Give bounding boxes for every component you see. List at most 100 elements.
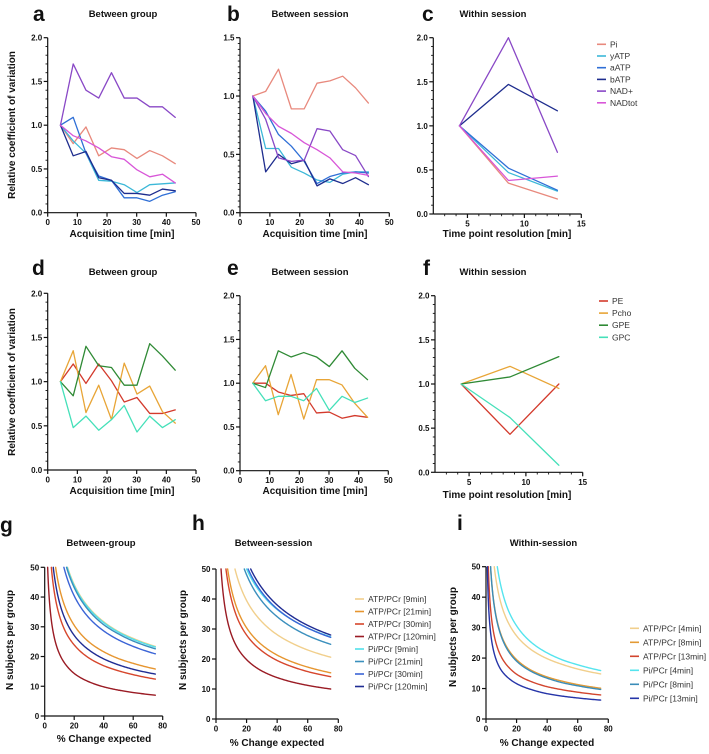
- panel-letter: i: [457, 512, 463, 535]
- y-tick-label: 30: [202, 625, 211, 634]
- legend-label: ATP/PCr [30min]: [368, 619, 431, 629]
- y-tick-label: 0: [206, 715, 211, 724]
- legend-item: Pi/PCr [120min]: [355, 682, 428, 692]
- axes: 0.0 0.5 1.0 1.5 2.0 0 10 20 30 40 50: [31, 289, 201, 484]
- series-line-nad: [458, 37, 559, 153]
- legend-item: ATP/PCr [4min]: [630, 623, 701, 633]
- series-line-gpc: [460, 383, 560, 466]
- x-tick-label: 80: [604, 725, 613, 734]
- x-tick-label: 60: [573, 725, 582, 734]
- x-tick-label: 10: [520, 220, 529, 229]
- y-tick-label: 1.5: [418, 336, 430, 345]
- series-line-pi: [252, 68, 370, 110]
- x-axis-title: % Change expected: [500, 738, 594, 749]
- plot-area: [252, 350, 369, 420]
- axes: 0.0 0.5 1.0 1.5 2.0 0 10 20 30 40 50: [223, 292, 393, 486]
- series-line-nadtot: [59, 124, 176, 184]
- series-line-gpc: [252, 382, 369, 411]
- panel-letter: c: [422, 3, 434, 26]
- series-line-pi-pcr-21min: [65, 566, 157, 650]
- panel-title: Between-session: [235, 538, 313, 549]
- y-tick-label: 1.0: [31, 121, 43, 130]
- x-axis-title: Acquisition time [min]: [263, 229, 368, 240]
- series-line-yatp: [458, 125, 559, 192]
- series-line-nad: [252, 95, 370, 178]
- y-tick-label: 1.0: [418, 380, 430, 389]
- legend-label: ATP/PCr [4min]: [643, 623, 701, 633]
- plot-area: [486, 566, 602, 701]
- legend-item: ATP/PCr [8min]: [630, 637, 701, 647]
- series-line-atp-pcr-13min: [487, 566, 602, 696]
- legend-label: Pi: [610, 39, 618, 49]
- legend-item: ATP/PCr [13min]: [630, 651, 706, 661]
- y-tick-label: 30: [472, 624, 481, 633]
- legend-label: Pi/PCr [8min]: [643, 679, 693, 689]
- panel-letter: b: [227, 3, 240, 26]
- legend-item: Pi/PCr [13min]: [630, 693, 698, 703]
- y-tick-label: 0.0: [31, 209, 43, 218]
- legend-item: Pi/PCr [30min]: [355, 669, 423, 679]
- axes: 0.0 0.5 1.0 1.5 2.0 0 10 20 30 40 50: [31, 34, 201, 227]
- legend-item: Pi/PCr [9min]: [355, 644, 418, 654]
- series-line-pi-pcr-120min: [249, 568, 332, 636]
- legend: PE Pcho GPE GPC: [599, 296, 632, 342]
- axes: 0 10 20 30 40 50 0 20 40 60 80: [202, 565, 344, 734]
- x-tick-label: 80: [334, 725, 343, 734]
- y-tick-label: 1.0: [31, 378, 43, 387]
- x-tick-label: 40: [543, 725, 552, 734]
- x-axis-title: Acquisition time [min]: [70, 486, 175, 497]
- panel-letter: g: [0, 514, 13, 537]
- y-tick-label: 0.5: [223, 423, 235, 432]
- series-line-batp: [59, 124, 176, 196]
- panel-title: Between session: [271, 9, 348, 20]
- series-line-atp-pcr-30min: [50, 566, 157, 680]
- x-tick-label: 5: [465, 220, 470, 229]
- legend-label: NADtot: [610, 98, 638, 108]
- plot-area: [220, 568, 332, 690]
- y-tick-label: 1.5: [31, 333, 43, 342]
- x-tick-label: 10: [521, 478, 530, 487]
- series-line-atp-pcr-21min: [226, 568, 332, 674]
- x-tick-label: 20: [295, 218, 304, 227]
- x-tick-label: 20: [242, 725, 251, 734]
- x-tick-label: 20: [512, 725, 521, 734]
- series-line-nadtot: [252, 95, 370, 177]
- x-axis-title: % Change expected: [230, 738, 324, 749]
- x-tick-label: 30: [132, 218, 141, 227]
- x-tick-label: 50: [384, 476, 393, 485]
- legend: ATP/PCr [9min] ATP/PCr [21min] ATP/PCr [30…: [355, 594, 436, 692]
- series-line-atp-pcr-120min: [220, 568, 332, 690]
- panel-c: c Within session Time point resolution [mi…: [417, 3, 638, 240]
- y-tick-label: 0.5: [417, 166, 429, 175]
- legend-item: Pi/PCr [8min]: [630, 679, 693, 689]
- axes: 0 10 20 30 40 50 0 20 40 60 80: [30, 563, 167, 730]
- x-tick-label: 20: [295, 476, 304, 485]
- y-tick-label: 0.0: [31, 466, 43, 475]
- x-tick-label: 15: [578, 478, 587, 487]
- y-tick-label: 0.0: [418, 468, 430, 477]
- series-line-pi-pcr-4min: [496, 566, 602, 672]
- series-line-gpe: [59, 343, 176, 397]
- x-tick-label: 0: [45, 218, 50, 227]
- x-tick-label: 0: [45, 476, 50, 485]
- axes: 0.0 0.5 1.0 1.5 2.0 5 10 15: [417, 34, 587, 229]
- legend-label: Pcho: [612, 308, 632, 318]
- panel-title: Within session: [460, 9, 527, 20]
- plot-area: [59, 343, 176, 433]
- axes: 0.0 0.5 1.0 1.5 2.0 5 10 15: [418, 292, 587, 487]
- y-tick-label: 0: [35, 712, 40, 721]
- legend-item: ATP/PCr [9min]: [355, 594, 426, 604]
- panel-d: d Between group Acquisition time [min] Rela…: [7, 257, 201, 497]
- y-tick-label: 1.0: [417, 122, 429, 131]
- y-tick-label: 10: [202, 685, 211, 694]
- panel-title: Within-session: [510, 538, 578, 549]
- legend-label: Pi/PCr [30min]: [368, 669, 423, 679]
- series-line-nad: [59, 63, 176, 126]
- x-tick-label: 0: [42, 722, 47, 731]
- y-tick-label: 1.5: [31, 77, 43, 86]
- panel-g: g Between-group % Change expected N subject…: [0, 514, 168, 745]
